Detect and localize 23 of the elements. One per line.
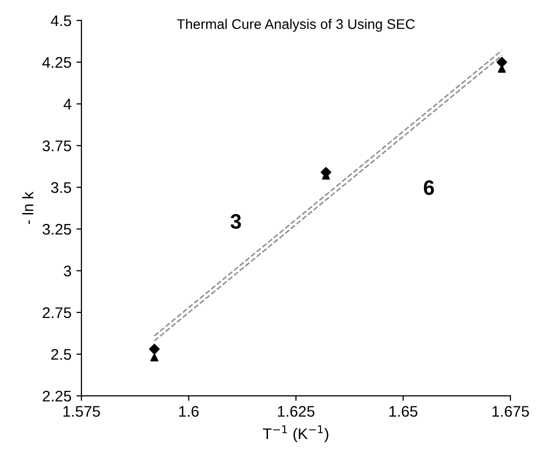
y-tick-label: 3.5	[51, 182, 72, 193]
x-tick-label: 1.65	[389, 406, 418, 417]
y-tick-label: 4	[64, 98, 72, 110]
y-tick-label: 3.25	[42, 224, 72, 235]
chart-title: Thermal Cure Analysis of 3 Using SEC	[176, 18, 415, 32]
point	[150, 354, 158, 362]
x-tick-label: 1.625	[278, 406, 314, 417]
annotation: 3	[230, 214, 241, 229]
x-tick-label: 1.6	[179, 406, 199, 417]
x-tick-label: 1.575	[64, 406, 100, 417]
y-tick-label: 2.25	[42, 390, 72, 402]
x-axis-title: T$^{−1}$ (K$^{−1}$)	[262, 425, 328, 442]
y-tick-label: 3	[64, 266, 72, 276]
y-tick-label: 4.5	[50, 16, 72, 26]
y-tick-label: 4.25	[42, 57, 72, 68]
point	[496, 56, 508, 68]
y-tick-label: 2.5	[51, 349, 72, 360]
point	[149, 344, 160, 354]
y-tick-label: 3.75	[42, 140, 72, 152]
annotation: 6	[424, 180, 434, 195]
y-tick-label: 2.75	[42, 307, 72, 318]
x-tick-label: 1.675	[492, 406, 529, 417]
y-axis-title: - ln k	[22, 192, 34, 224]
